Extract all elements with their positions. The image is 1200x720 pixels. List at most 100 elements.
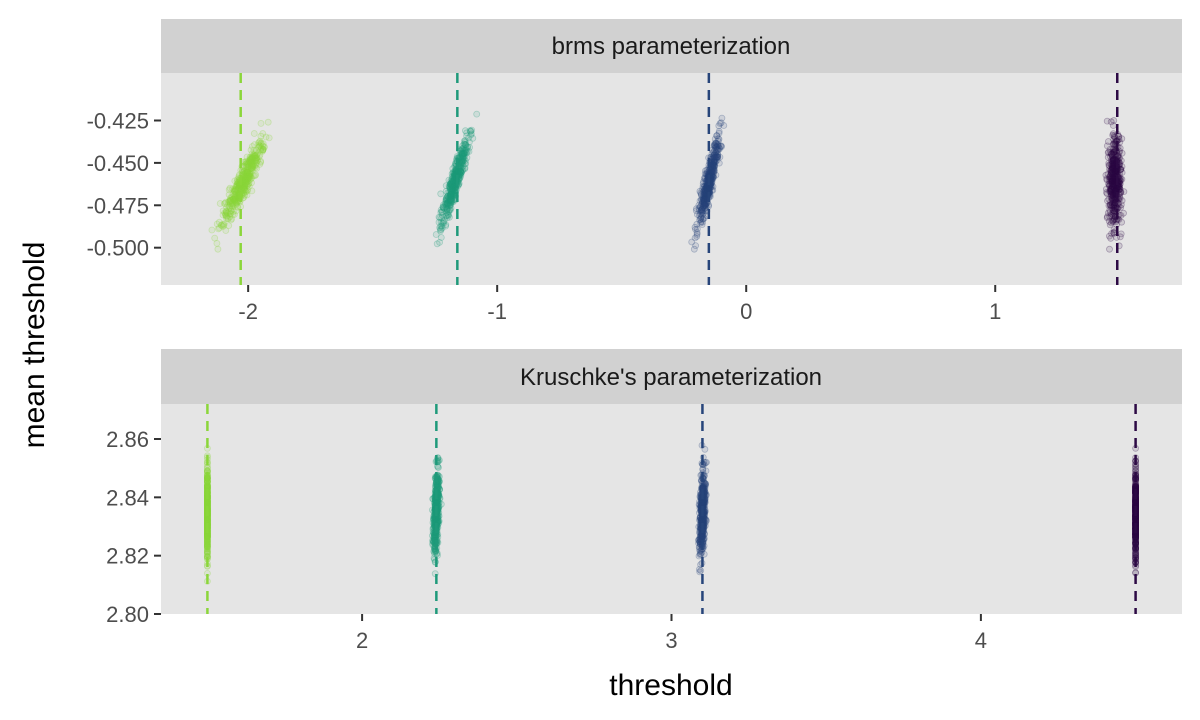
- data-point: [213, 239, 221, 247]
- data-point: [242, 176, 250, 184]
- data-point: [700, 196, 708, 204]
- data-point: [239, 183, 247, 191]
- data-point: [247, 162, 255, 170]
- data-point: [449, 192, 456, 200]
- data-point: [700, 194, 708, 202]
- data-point: [698, 516, 705, 523]
- data-point: [1103, 117, 1111, 125]
- data-point: [450, 169, 458, 177]
- data-point: [457, 165, 465, 172]
- data-point: [240, 168, 248, 176]
- data-point: [246, 157, 254, 165]
- data-point: [234, 185, 242, 193]
- data-point: [252, 155, 260, 163]
- data-point: [447, 193, 455, 200]
- data-point: [249, 172, 257, 180]
- data-point: [458, 146, 466, 154]
- data-point: [447, 199, 455, 207]
- data-point: [455, 169, 463, 177]
- data-point: [447, 190, 455, 198]
- data-point: [690, 245, 698, 253]
- data-point: [245, 161, 253, 169]
- data-point: [693, 233, 701, 240]
- data-point: [707, 183, 715, 191]
- data-point: [246, 160, 254, 168]
- data-point: [447, 190, 455, 198]
- data-point: [251, 154, 258, 161]
- data-point: [248, 165, 256, 173]
- data-point: [232, 196, 240, 204]
- data-point: [244, 173, 252, 181]
- data-point: [219, 211, 227, 219]
- data-point: [253, 154, 261, 162]
- data-point: [459, 145, 466, 153]
- data-point: [447, 185, 455, 193]
- data-point: [1132, 516, 1139, 524]
- data-point: [222, 208, 230, 216]
- data-point: [714, 153, 721, 161]
- data-point: [214, 225, 222, 233]
- data-point: [249, 161, 257, 169]
- data-point: [465, 138, 473, 146]
- data-point: [463, 143, 471, 151]
- data-point: [243, 172, 251, 180]
- data-point: [442, 196, 450, 204]
- data-point: [253, 147, 260, 154]
- data-point: [242, 169, 250, 177]
- data-point: [232, 183, 240, 191]
- data-point: [218, 222, 226, 229]
- data-point: [241, 181, 249, 189]
- data-point: [467, 128, 475, 135]
- data-point: [433, 240, 441, 248]
- data-point: [449, 191, 457, 199]
- data-point: [242, 178, 250, 186]
- data-point: [444, 195, 452, 203]
- data-point: [696, 212, 703, 220]
- data-point: [251, 154, 259, 162]
- data-point: [459, 149, 467, 157]
- data-point: [713, 146, 721, 154]
- data-point: [230, 201, 238, 209]
- data-point: [246, 154, 254, 162]
- data-point: [447, 182, 455, 190]
- data-point: [467, 127, 475, 135]
- data-point: [249, 162, 256, 170]
- data-point: [447, 179, 455, 187]
- data-point: [458, 157, 466, 165]
- data-point: [463, 147, 471, 155]
- data-point: [244, 173, 252, 181]
- data-point: [447, 191, 455, 199]
- data-point: [451, 166, 459, 174]
- data-point: [449, 194, 456, 202]
- data-point: [711, 140, 718, 148]
- data-point: [449, 183, 457, 191]
- data-point: [242, 157, 250, 165]
- data-point: [259, 142, 267, 150]
- data-point: [701, 182, 708, 190]
- data-point: [231, 194, 239, 202]
- data-point: [457, 170, 465, 178]
- data-point: [701, 204, 709, 212]
- data-point: [436, 225, 444, 233]
- data-point: [462, 141, 470, 148]
- data-point: [251, 172, 259, 180]
- data-point: [437, 222, 445, 230]
- data-point: [458, 149, 466, 157]
- data-point: [473, 110, 481, 118]
- data-point: [446, 180, 454, 188]
- data-point: [443, 196, 451, 203]
- data-point: [442, 198, 450, 206]
- data-point: [435, 464, 442, 471]
- data-point: [228, 193, 235, 201]
- data-point: [239, 169, 247, 177]
- data-point: [222, 211, 230, 219]
- data-point: [448, 197, 456, 205]
- data-point: [449, 183, 457, 191]
- data-point: [442, 222, 450, 230]
- data-point: [244, 168, 251, 176]
- data-point: [440, 216, 448, 224]
- data-point: [229, 208, 237, 215]
- data-point: [446, 186, 454, 194]
- y-tick-label: 2.82: [106, 544, 149, 569]
- data-point: [459, 153, 467, 160]
